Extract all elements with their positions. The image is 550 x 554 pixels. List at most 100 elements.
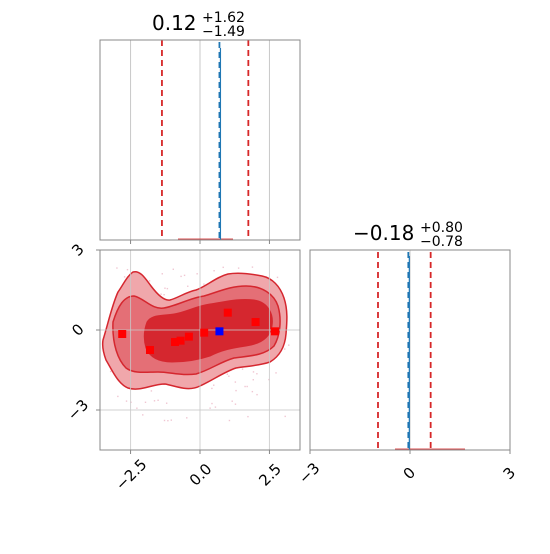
- scatter-dot: [157, 399, 159, 401]
- red-point: [171, 338, 179, 346]
- scatter-dot: [187, 285, 189, 287]
- scatter-dot: [231, 400, 233, 402]
- right-x-ticks: −3 0 3: [295, 450, 519, 487]
- scatter-dot: [163, 294, 165, 296]
- scatter-dot: [203, 283, 205, 285]
- joint-points: [118, 308, 279, 354]
- scatter-dot: [196, 273, 198, 275]
- scatter-dot: [209, 407, 211, 409]
- scatter-dot: [213, 384, 215, 386]
- scatter-dot: [211, 402, 213, 405]
- right-x-tick-label: −3: [295, 459, 323, 487]
- top-ticks: [130, 240, 270, 244]
- scatter-dot: [183, 274, 186, 277]
- scatter-dot: [172, 268, 174, 270]
- top-title: 0.12 +1.62 −1.49: [152, 10, 245, 40]
- scatter-dot: [214, 406, 217, 408]
- right-x-tick-label: 3: [500, 464, 519, 483]
- scatter-dot: [222, 266, 224, 269]
- scatter-dot: [276, 276, 279, 279]
- scatter-dot: [109, 370, 112, 373]
- red-point: [184, 332, 193, 341]
- right-histogram-base: [395, 448, 465, 450]
- right-x-tick-label: 0: [400, 464, 419, 483]
- scatter-dot: [161, 273, 163, 275]
- scatter-dot: [288, 344, 290, 346]
- joint-y-ticks: 3 0 −3: [64, 240, 100, 424]
- joint-x-tick-label: 0.0: [186, 460, 216, 490]
- scatter-dot: [164, 287, 166, 289]
- scatter-dot: [284, 348, 286, 350]
- joint-x-tick-label: −2.5: [112, 455, 150, 493]
- scatter-dot: [251, 390, 254, 393]
- scatter-dot: [247, 415, 249, 418]
- red-point: [118, 330, 127, 338]
- right-title-lower: −0.78: [420, 234, 463, 250]
- red-point: [271, 327, 279, 336]
- scatter-dot: [186, 417, 188, 419]
- right-marginal-panel: −3 0 3 −0.18 +0.80 −0.78: [295, 220, 519, 487]
- scatter-dot: [268, 378, 270, 381]
- scatter-dot: [213, 270, 215, 272]
- scatter-dot: [126, 268, 129, 271]
- scatter-dot: [167, 419, 169, 422]
- red-point: [176, 336, 185, 345]
- scatter-dot: [235, 389, 237, 392]
- scatter-dot: [252, 379, 254, 381]
- scatter-dot: [246, 385, 248, 388]
- blue-point: [215, 327, 224, 336]
- top-grid: [130, 40, 270, 240]
- scatter-dot: [150, 390, 153, 392]
- scatter-dot: [228, 419, 231, 422]
- joint-y-tick-label: 0: [68, 320, 87, 339]
- contour-inner-fill: [143, 299, 273, 363]
- scatter-dot: [251, 266, 254, 268]
- scatter-dot: [237, 267, 240, 269]
- scatter-dot: [144, 401, 147, 403]
- scatter-dot: [142, 414, 144, 416]
- scatter-dot: [165, 402, 168, 404]
- scatter-dot: [284, 415, 286, 418]
- right-grid: [309, 250, 511, 450]
- scatter-dot: [228, 375, 230, 377]
- scatter-dot: [116, 267, 118, 269]
- scatter-dot: [153, 400, 156, 402]
- scatter-dot: [226, 373, 229, 375]
- scatter-dot: [136, 407, 138, 409]
- top-title-upper: +1.62: [202, 10, 245, 26]
- red-point: [223, 308, 232, 317]
- scatter-dot: [234, 403, 237, 405]
- scatter-dot: [170, 419, 172, 421]
- top-histogram-base: [178, 238, 233, 240]
- scatter-dot: [160, 293, 162, 295]
- scatter-dot: [148, 280, 151, 282]
- scatter-dot: [117, 395, 119, 398]
- scatter-dot: [125, 400, 128, 402]
- scatter-dot: [180, 275, 182, 278]
- top-marginal-panel: 0.12 +1.62 −1.49: [99, 10, 301, 244]
- joint-x-tick-label: 2.5: [255, 460, 285, 490]
- joint-x-ticks: −2.5 0.0 2.5: [112, 450, 285, 494]
- scatter-dot: [241, 368, 244, 370]
- scatter-dot: [256, 393, 258, 396]
- joint-y-tick-label: −3: [64, 396, 92, 424]
- joint-y-tick-label: 3: [68, 240, 87, 259]
- right-title: −0.18 +0.80 −0.78: [353, 220, 463, 250]
- scatter-dot: [123, 276, 126, 278]
- right-title-value: −0.18: [353, 221, 414, 245]
- top-title-lower: −1.49: [202, 24, 245, 40]
- top-title-value: 0.12: [152, 11, 197, 35]
- scatter-dot: [163, 419, 166, 422]
- scatter-dot: [252, 371, 255, 373]
- scatter-dot: [244, 385, 246, 388]
- right-title-upper: +0.80: [420, 220, 463, 236]
- scatter-dot: [275, 372, 277, 374]
- red-point: [251, 318, 260, 326]
- red-point: [146, 346, 154, 354]
- scatter-dot: [166, 287, 169, 290]
- red-point: [200, 328, 209, 337]
- scatter-dot: [234, 381, 237, 383]
- scatter-dot: [211, 387, 213, 390]
